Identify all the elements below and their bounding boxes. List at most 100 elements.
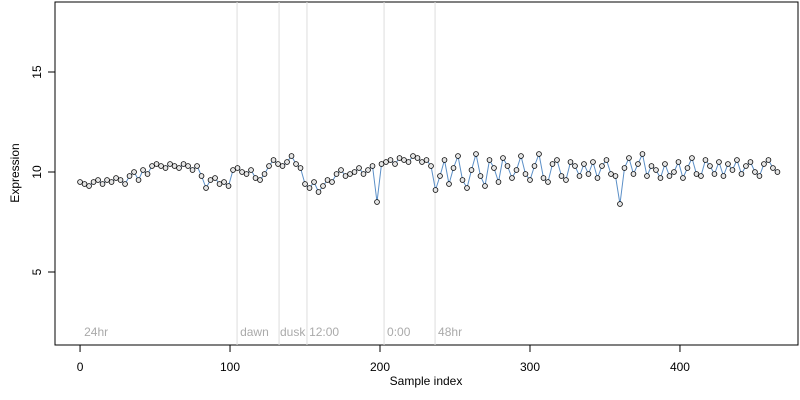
point <box>599 163 605 169</box>
point <box>572 163 578 169</box>
point <box>621 165 628 171</box>
point <box>297 165 304 171</box>
point <box>612 173 619 179</box>
point <box>450 165 457 171</box>
y-tick-label: 5 <box>30 268 44 275</box>
point <box>135 177 142 183</box>
point <box>293 161 299 167</box>
point <box>441 157 448 163</box>
point <box>635 161 641 167</box>
point <box>203 185 209 191</box>
point <box>405 159 412 165</box>
point <box>153 161 160 167</box>
point <box>185 163 191 169</box>
point <box>626 155 632 161</box>
point <box>432 187 439 193</box>
point <box>765 157 772 163</box>
point <box>104 177 110 183</box>
point <box>725 161 731 167</box>
point <box>653 167 659 173</box>
point <box>455 153 461 159</box>
point <box>675 159 682 165</box>
point <box>311 179 317 185</box>
point <box>437 173 443 179</box>
point <box>707 163 713 169</box>
point <box>702 157 709 163</box>
point <box>531 163 538 169</box>
point <box>189 167 196 173</box>
point <box>558 173 565 179</box>
x-tick-label: 100 <box>220 360 240 374</box>
point <box>216 181 223 187</box>
point <box>504 163 511 169</box>
point <box>630 171 637 177</box>
point <box>639 151 646 157</box>
point <box>279 163 286 169</box>
point <box>252 175 259 181</box>
x-axis-label: Sample index <box>390 374 463 388</box>
point <box>95 177 101 183</box>
point <box>468 167 475 173</box>
point <box>536 151 542 157</box>
point <box>194 163 200 169</box>
point <box>320 183 326 189</box>
point <box>158 163 164 169</box>
plot-frame <box>54 1 799 346</box>
point <box>657 175 664 181</box>
point <box>716 159 722 165</box>
point <box>540 175 547 181</box>
point <box>333 171 340 177</box>
point <box>563 177 569 183</box>
point <box>549 161 556 167</box>
point <box>288 153 295 159</box>
point <box>212 175 218 181</box>
point <box>761 161 767 167</box>
point <box>131 169 137 175</box>
point <box>122 181 128 187</box>
point <box>140 167 146 173</box>
point <box>126 173 133 179</box>
point <box>522 171 529 177</box>
point <box>590 159 596 165</box>
point <box>315 189 322 195</box>
point <box>392 161 398 167</box>
x-tick-label: 300 <box>520 360 540 374</box>
x-tick-label: 400 <box>670 360 690 374</box>
point <box>603 157 610 163</box>
annotation: 12:00 <box>309 325 339 339</box>
point <box>365 167 371 173</box>
point <box>689 155 695 161</box>
point <box>149 163 155 169</box>
point <box>99 181 106 187</box>
point <box>234 165 241 171</box>
point <box>86 183 92 189</box>
point <box>752 169 758 175</box>
point <box>176 165 182 171</box>
point <box>576 173 583 179</box>
point <box>261 171 268 177</box>
point <box>693 171 700 177</box>
point <box>698 173 704 179</box>
point <box>329 179 335 185</box>
point <box>644 173 650 179</box>
point <box>648 163 655 169</box>
point <box>117 177 124 183</box>
annotation: 48hr <box>438 325 462 339</box>
point <box>464 185 470 191</box>
point <box>419 159 425 165</box>
point <box>738 171 745 177</box>
point <box>477 173 484 179</box>
point <box>342 173 349 179</box>
point <box>662 161 668 167</box>
point <box>527 177 533 183</box>
point <box>144 171 151 177</box>
point <box>374 199 380 205</box>
point <box>360 171 367 177</box>
point <box>482 183 488 189</box>
point <box>545 179 551 185</box>
point <box>207 177 214 183</box>
x-tick-label: 200 <box>370 360 390 374</box>
point <box>666 173 673 179</box>
point <box>230 167 236 173</box>
